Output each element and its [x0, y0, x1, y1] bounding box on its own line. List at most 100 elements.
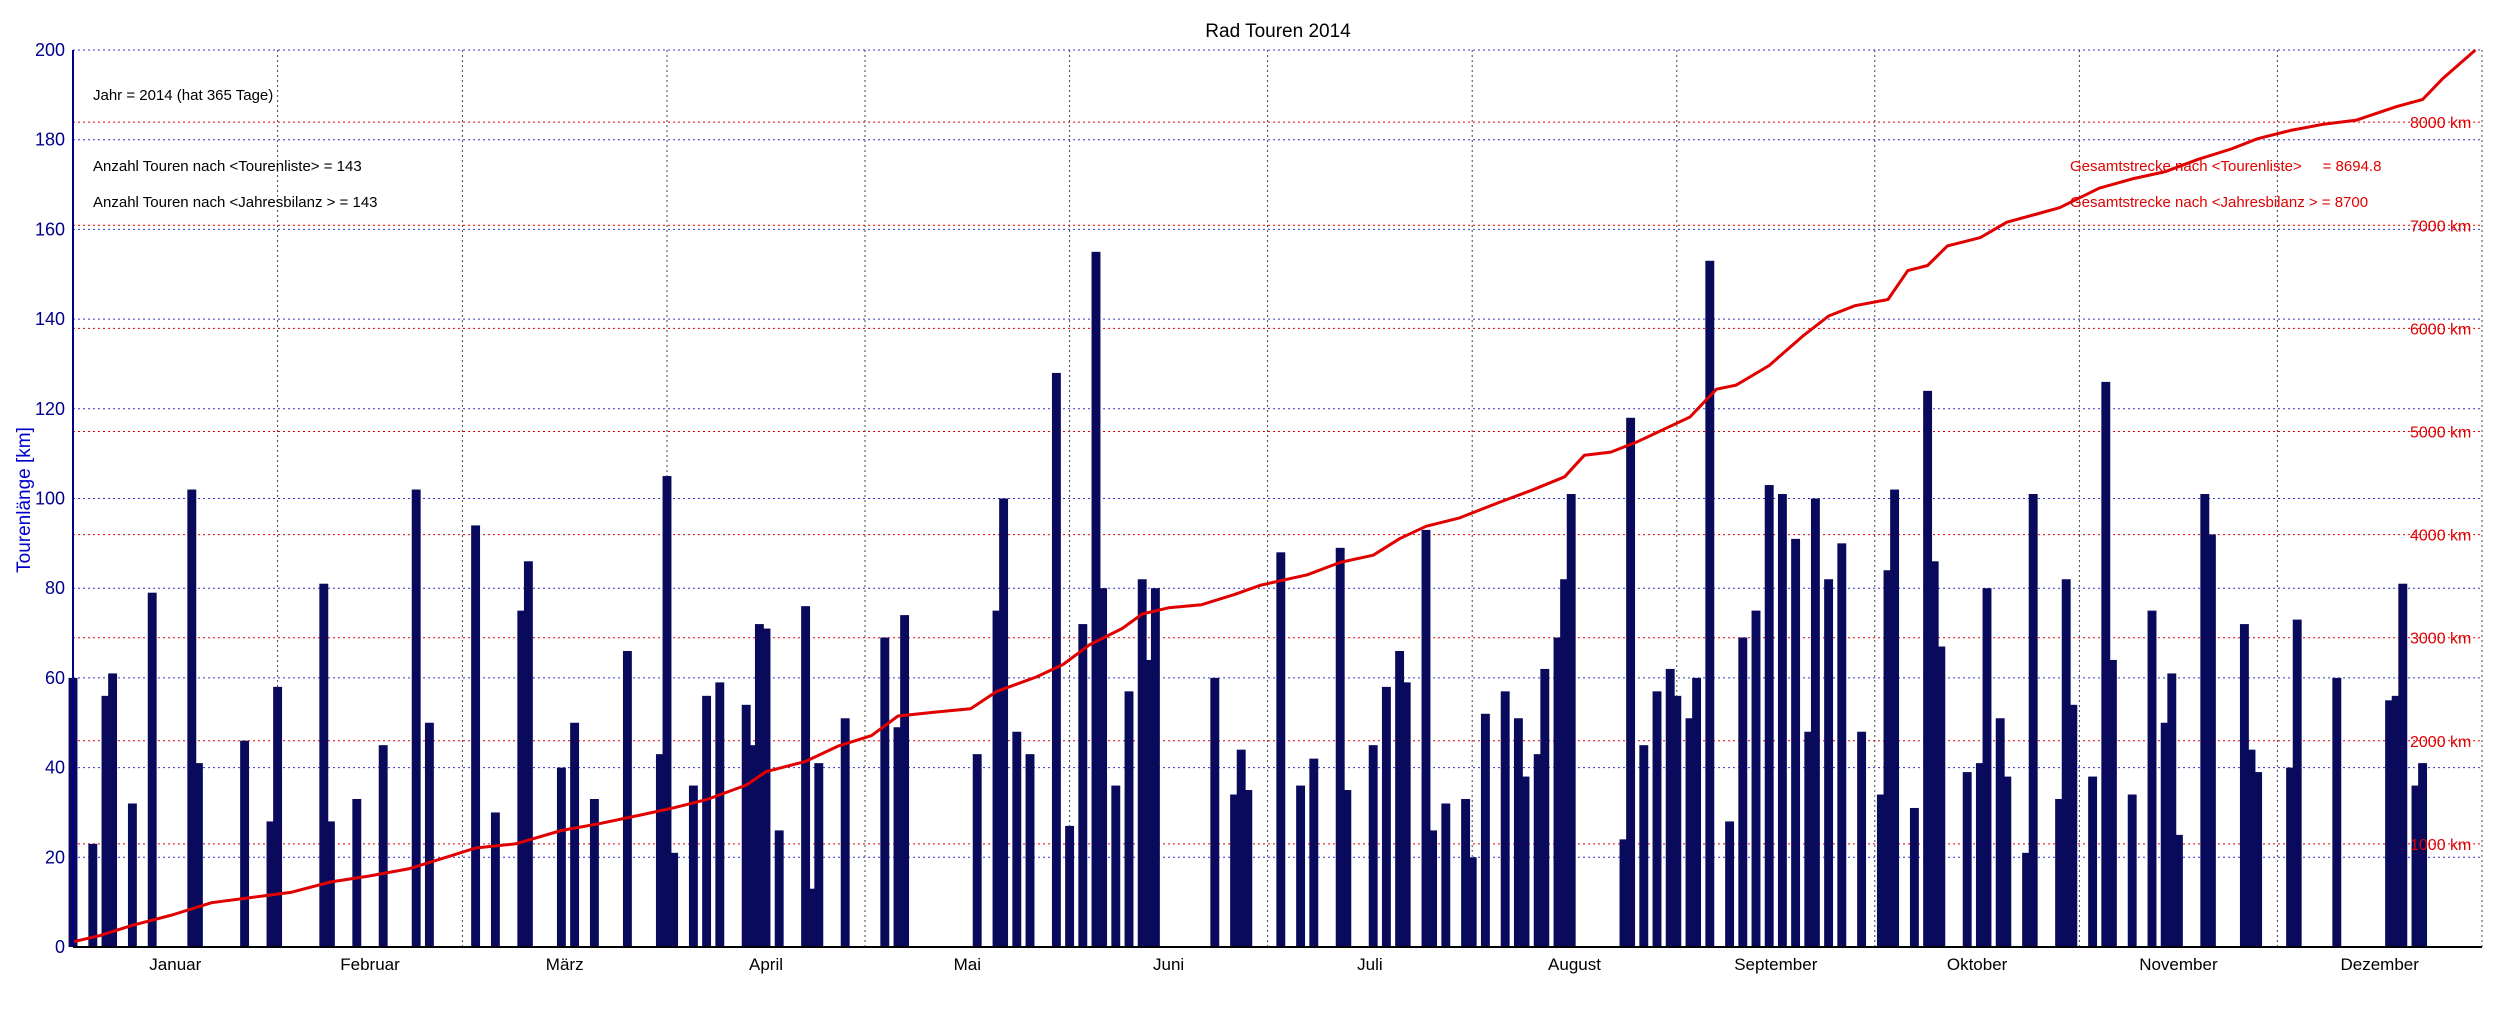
annotation-anzahl-tourenliste: Anzahl Touren nach <Tourenliste> = 143 — [93, 158, 362, 175]
bar — [1144, 659, 1154, 947]
bar — [273, 686, 283, 947]
bar — [2167, 673, 2177, 947]
bar — [1296, 785, 1306, 947]
x-tick-label-Juni: Juni — [1153, 955, 1184, 974]
bar — [1335, 547, 1345, 947]
bar — [2246, 749, 2256, 947]
bar — [1995, 718, 2005, 947]
bar — [1065, 825, 1075, 947]
x-tick-label-Oktober: Oktober — [1947, 955, 2008, 974]
bar — [655, 754, 665, 947]
bars — [68, 251, 2428, 947]
x-tick-label-Mai: Mai — [954, 955, 981, 974]
bar — [1725, 821, 1735, 947]
right-tick-label-6000: 6000 km — [2410, 321, 2471, 338]
axes: 0 20 40 60 80 100 120 140 160 180 200 1000 km 2000 k… — [35, 40, 2482, 974]
bar — [1777, 494, 1787, 947]
bar — [2286, 767, 2296, 947]
bar — [1560, 579, 1570, 947]
bar — [754, 624, 764, 947]
x-tick-label-November: November — [2139, 955, 2218, 974]
annotation-gesamt-tourenliste: Gesamtstrecke nach <Tourenliste> = 8694.… — [2070, 158, 2381, 175]
bar — [2418, 763, 2428, 947]
y-tick-label-160: 160 — [35, 219, 65, 239]
right-tick-label-2000: 2000 km — [2410, 734, 2471, 751]
y-tick-label-60: 60 — [45, 668, 65, 688]
bar — [1091, 251, 1101, 947]
bar — [2173, 834, 2183, 947]
y-tick-label-80: 80 — [45, 578, 65, 598]
bar — [1705, 260, 1715, 947]
bar — [2292, 619, 2302, 947]
right-tick-label-8000: 8000 km — [2410, 115, 2471, 132]
bar — [2391, 695, 2401, 947]
bar — [411, 489, 421, 947]
y-tick-label-120: 120 — [35, 399, 65, 419]
bar — [108, 673, 118, 947]
bar — [2028, 494, 2038, 947]
bar — [424, 722, 434, 947]
bar — [1791, 538, 1801, 947]
bar — [1639, 745, 1649, 947]
bar — [1883, 570, 1893, 947]
bar — [523, 561, 533, 947]
bar — [2061, 579, 2071, 947]
bar — [2068, 704, 2078, 947]
bar — [556, 767, 566, 947]
bar — [1685, 718, 1695, 947]
bar — [1150, 588, 1160, 947]
bar — [1890, 489, 1900, 947]
annotation-anzahl-jahresbilanz: Anzahl Touren nach <Jahresbilanz > = 143 — [93, 194, 378, 211]
bar — [880, 637, 890, 947]
bar — [1857, 731, 1867, 947]
y-tick-label-100: 100 — [35, 489, 65, 509]
bar — [1230, 794, 1240, 947]
x-tick-label-Januar: Januar — [149, 955, 201, 974]
bar — [1520, 776, 1530, 947]
y-tick-label-20: 20 — [45, 847, 65, 867]
right-tick-label-5000: 5000 km — [2410, 424, 2471, 441]
bar — [187, 489, 197, 947]
bar — [1751, 610, 1761, 947]
bar — [1652, 691, 1662, 947]
bar — [999, 498, 1009, 947]
bar — [1111, 785, 1121, 947]
bar — [622, 650, 632, 947]
bar — [517, 610, 527, 947]
bar — [715, 682, 725, 947]
bar — [1441, 803, 1451, 947]
bar — [378, 745, 388, 947]
bar — [1276, 552, 1286, 947]
bar — [1480, 713, 1490, 947]
bar — [1824, 579, 1834, 947]
cumulative-line — [72, 48, 2477, 944]
bar — [688, 785, 698, 947]
bar — [1243, 790, 1253, 947]
chart-title: Rad Touren 2014 — [1205, 21, 1351, 42]
bar — [1461, 798, 1471, 947]
bar — [1236, 749, 1246, 947]
bar — [748, 745, 758, 947]
bar — [101, 695, 111, 947]
bar — [325, 821, 335, 947]
bar — [2385, 700, 2395, 947]
bar — [662, 476, 672, 947]
bar — [992, 610, 1002, 947]
bar — [1665, 668, 1675, 947]
bar — [814, 763, 824, 947]
bar — [972, 754, 982, 947]
bar — [1982, 588, 1992, 947]
bar — [1012, 731, 1022, 947]
y-tick-label-40: 40 — [45, 758, 65, 778]
x-tick-label-September: September — [1734, 955, 1817, 974]
bar — [1672, 695, 1682, 947]
bar — [840, 718, 850, 947]
bar — [1467, 857, 1477, 947]
bar — [2160, 722, 2170, 947]
bar — [266, 821, 276, 947]
bar — [2022, 852, 2032, 947]
bar — [352, 798, 362, 947]
y-axis-label: Tourenlänge [km] — [14, 427, 35, 573]
bar — [2127, 794, 2137, 947]
bar — [2253, 772, 2263, 947]
